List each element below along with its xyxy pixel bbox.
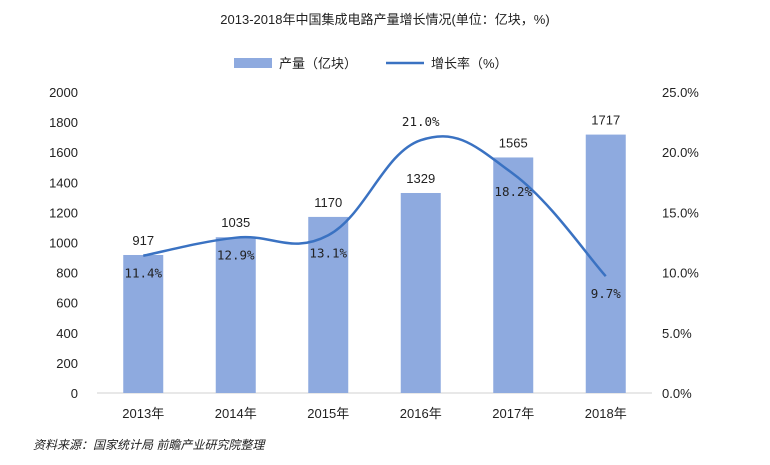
category-labels: 2013年 2014年 2015年 2016年 2017年 2018年 xyxy=(122,406,626,421)
left-tick-label: 2000 xyxy=(49,85,78,100)
rate-line-layer: 11.4% 12.9% 13.1% 21.0% 18.2% 9.7% xyxy=(124,114,621,301)
left-tick-label: 400 xyxy=(56,326,78,341)
legend-bar-label: 产量（亿块） xyxy=(279,56,357,71)
right-tick-label: 15.0% xyxy=(662,205,699,220)
rate-line xyxy=(143,135,607,278)
right-tick-label: 5.0% xyxy=(662,326,692,341)
rate-value-label: 18.2% xyxy=(494,184,532,199)
category-label: 2014年 xyxy=(215,406,257,421)
legend-bar-swatch xyxy=(234,58,272,68)
bar xyxy=(215,237,256,393)
bar-value-label: 917 xyxy=(132,233,154,248)
source-note: 资料来源：国家统计局 前瞻产业研究院整理 xyxy=(33,438,265,452)
left-tick-label: 1200 xyxy=(49,205,78,220)
legend: 产量（亿块） 增长率（%） xyxy=(234,56,508,71)
bar xyxy=(308,216,349,393)
right-tick-label: 0.0% xyxy=(662,386,692,401)
category-label: 2013年 xyxy=(122,406,164,421)
chart-title: 2013-2018年中国集成电路产量增长情况(单位：亿块，%) xyxy=(220,12,549,27)
bar xyxy=(493,157,534,393)
rate-value-label: 21.0% xyxy=(402,114,440,129)
left-tick-label: 800 xyxy=(56,266,78,281)
bar xyxy=(400,192,441,393)
bars: 917 1035 1170 1329 1565 1717 xyxy=(123,113,626,394)
right-tick-label: 25.0% xyxy=(662,85,699,100)
bar-value-label: 1565 xyxy=(499,135,528,150)
bar xyxy=(585,134,626,394)
rate-value-label: 13.1% xyxy=(309,245,347,260)
bar-value-label: 1717 xyxy=(591,113,620,128)
left-tick-label: 1000 xyxy=(49,236,78,251)
bar xyxy=(123,254,164,393)
left-tick-label: 600 xyxy=(56,296,78,311)
right-tick-label: 20.0% xyxy=(662,145,699,160)
category-label: 2017年 xyxy=(492,406,534,421)
left-tick-label: 0 xyxy=(71,386,78,401)
bar-value-label: 1329 xyxy=(406,171,435,186)
category-label: 2018年 xyxy=(585,406,627,421)
category-label: 2016年 xyxy=(400,406,442,421)
category-label: 2015年 xyxy=(307,406,349,421)
left-tick-label: 1600 xyxy=(49,145,78,160)
left-axis-ticks: 0 200 400 600 800 1000 1200 1400 1600 1800 2000 xyxy=(49,85,78,401)
bar-value-label: 1035 xyxy=(221,215,250,230)
rate-value-label: 11.4% xyxy=(124,266,162,281)
left-tick-label: 200 xyxy=(56,356,78,371)
bar-value-label: 1170 xyxy=(314,195,342,210)
right-axis-ticks: 0.0% 5.0% 10.0% 15.0% 20.0% 25.0% xyxy=(662,85,699,401)
rate-value-label: 9.7% xyxy=(591,286,622,301)
left-tick-label: 1400 xyxy=(49,175,78,190)
rate-value-label: 12.9% xyxy=(217,248,255,263)
legend-line-label: 增长率（%） xyxy=(431,56,508,71)
right-tick-label: 10.0% xyxy=(662,266,699,281)
left-tick-label: 1800 xyxy=(49,115,78,130)
